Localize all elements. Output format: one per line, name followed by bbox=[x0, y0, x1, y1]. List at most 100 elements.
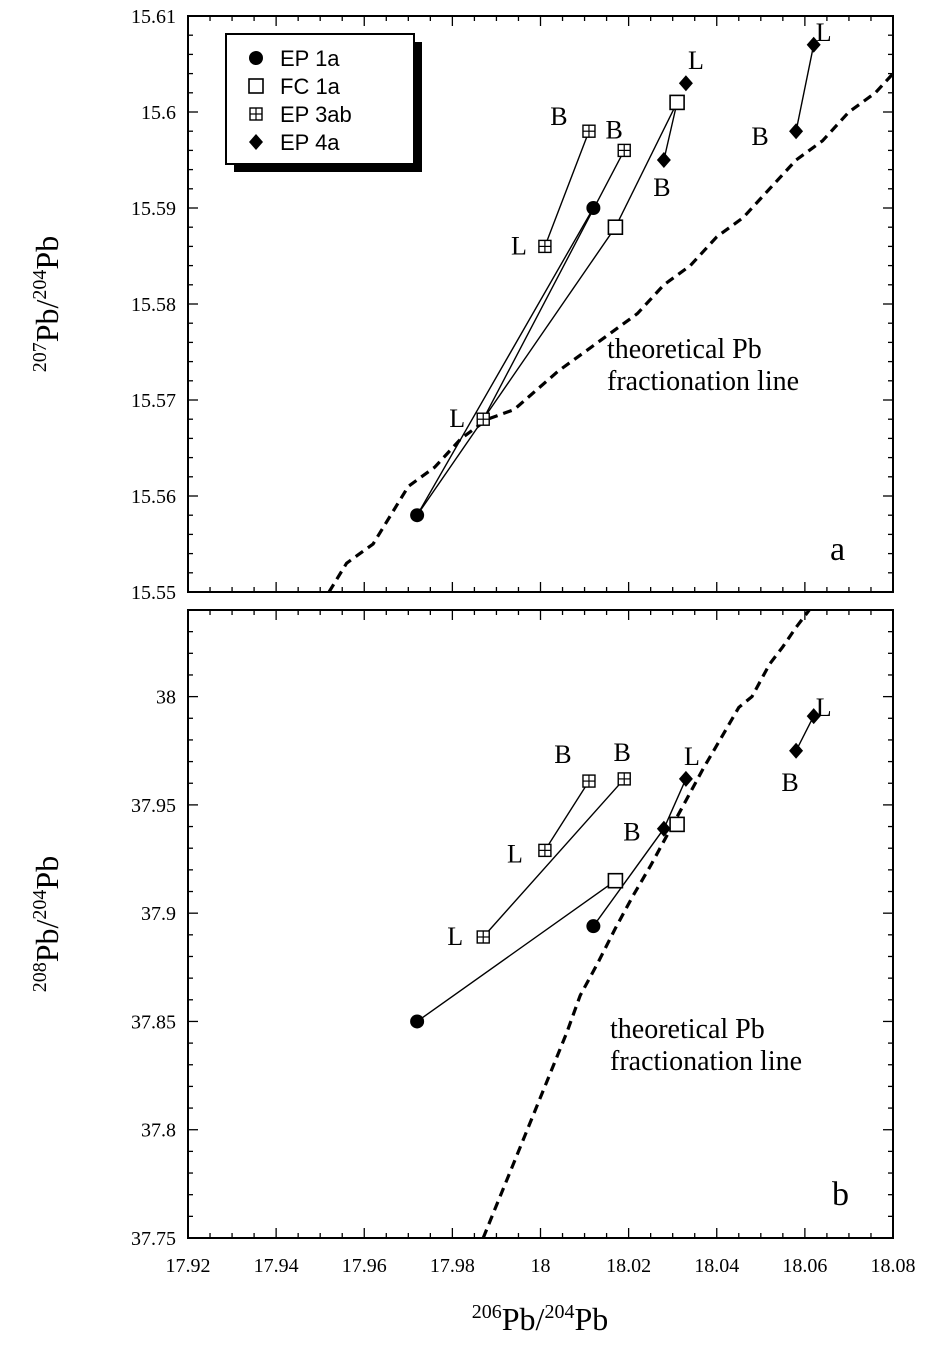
data-point-fc-1a bbox=[248, 78, 264, 94]
connector-line bbox=[663, 778, 687, 830]
y-tick-label: 37.9 bbox=[141, 903, 176, 925]
y-axis-title-part: Pb bbox=[29, 236, 65, 270]
point-label: L bbox=[449, 404, 465, 433]
annotation-text: theoretical Pb bbox=[607, 334, 762, 365]
y-axis-title-part: Pb bbox=[29, 856, 65, 890]
point-label: B bbox=[614, 738, 631, 767]
data-point-fc-1a bbox=[669, 94, 685, 111]
y-tick-label: 37.75 bbox=[131, 1228, 176, 1250]
point-label: B bbox=[554, 740, 571, 769]
data-point-ep-3ab bbox=[582, 774, 596, 788]
point-label: B bbox=[781, 768, 798, 797]
connector-line bbox=[544, 130, 590, 247]
x-tick-label: 18.04 bbox=[694, 1255, 739, 1277]
point-label: B bbox=[623, 818, 640, 847]
connector-line bbox=[416, 880, 616, 1023]
y-axis-title-part: 207 bbox=[29, 342, 51, 372]
y-axis-title-part: 204 bbox=[29, 890, 51, 920]
x-axis-title: 206Pb/204Pb bbox=[472, 1301, 608, 1337]
connector-line bbox=[416, 226, 616, 516]
y-tick-label: 37.95 bbox=[131, 795, 176, 817]
y-tick-label: 38 bbox=[156, 687, 176, 709]
x-tick-label: 17.92 bbox=[166, 1255, 211, 1277]
legend: EP 1a FC 1a EP 3ab EP 4a bbox=[225, 33, 422, 172]
data-point-ep-4a bbox=[678, 770, 693, 787]
data-point-ep-1a bbox=[410, 1014, 425, 1029]
data-point-ep-3ab bbox=[617, 143, 631, 158]
connector-line bbox=[795, 715, 815, 752]
legend-label: FC 1a bbox=[280, 74, 341, 99]
connector-line bbox=[614, 102, 678, 228]
legend-label: EP 1a bbox=[280, 46, 340, 71]
data-point-ep-3ab bbox=[249, 107, 263, 121]
y-axis-title-part: Pb/ bbox=[29, 919, 65, 962]
connector-line bbox=[482, 150, 625, 420]
data-point-ep-4a bbox=[806, 708, 821, 725]
y-tick-label: 37.85 bbox=[131, 1011, 176, 1033]
point-label: L bbox=[507, 839, 523, 868]
y-tick-label: 15.59 bbox=[131, 198, 176, 220]
data-point-ep-4a bbox=[806, 36, 821, 53]
x-tick-label: 17.94 bbox=[254, 1255, 299, 1277]
data-point-ep-4a bbox=[656, 152, 671, 168]
y-tick-label: 15.55 bbox=[131, 582, 176, 604]
x-tick-label: 18.02 bbox=[606, 1255, 651, 1277]
y-tick-label: 15.6 bbox=[141, 102, 176, 124]
point-label: L bbox=[816, 18, 832, 47]
data-point-ep-4a bbox=[678, 75, 693, 92]
y-tick-label: 15.57 bbox=[131, 390, 176, 412]
point-label: B bbox=[751, 122, 768, 151]
data-point-ep-3ab bbox=[538, 843, 552, 858]
annotation-text: fractionation line bbox=[607, 366, 799, 397]
data-point-fc-1a bbox=[607, 219, 624, 235]
y-axis-title-part: 208 bbox=[29, 962, 51, 992]
connector-line bbox=[416, 207, 594, 516]
connector-line bbox=[663, 102, 678, 161]
data-point-ep-1a bbox=[249, 51, 263, 65]
x-axis-title-part: 206 bbox=[472, 1301, 502, 1323]
data-point-ep-4a bbox=[656, 820, 671, 837]
x-tick-label: 17.98 bbox=[430, 1255, 475, 1277]
data-point-ep-1a bbox=[586, 201, 601, 215]
legend-label: EP 3ab bbox=[280, 102, 352, 127]
connector-line bbox=[544, 780, 590, 851]
data-point-fc-1a bbox=[607, 872, 624, 889]
annotation-text: theoretical Pb bbox=[610, 1014, 765, 1045]
panel-b: 37.75 37.8 37.85 37.9 37.95 38 L B L B L B L Btheoret… bbox=[131, 609, 916, 1277]
data-point-ep-3ab bbox=[538, 239, 552, 254]
point-label: B bbox=[653, 173, 670, 202]
plot-frame-b bbox=[187, 609, 894, 1239]
point-label: L bbox=[688, 46, 704, 75]
point-label: B bbox=[550, 102, 567, 131]
data-point-ep-3ab bbox=[582, 124, 596, 138]
data-point-ep-3ab bbox=[617, 772, 631, 786]
connector-line bbox=[592, 828, 665, 927]
annotation-text: fractionation line bbox=[610, 1046, 802, 1077]
data-point-ep-4a bbox=[249, 134, 263, 150]
point-label: L bbox=[816, 693, 832, 722]
data-point-ep-4a bbox=[789, 123, 804, 140]
x-axis-title-part: Pb/ bbox=[502, 1301, 545, 1337]
data-point-ep-3ab bbox=[476, 930, 490, 944]
x-tick-label: 17.96 bbox=[342, 1255, 387, 1277]
legend-label: EP 4a bbox=[280, 130, 340, 155]
data-point-fc-1a bbox=[669, 816, 685, 833]
point-label: L bbox=[684, 742, 700, 771]
y-tick-label: 15.61 bbox=[131, 6, 176, 28]
x-axis-title-part: 204 bbox=[544, 1301, 574, 1323]
panel-letter-b: b bbox=[832, 1176, 849, 1213]
x-axis-title-part: Pb bbox=[574, 1301, 608, 1337]
fractionation-line-b bbox=[481, 609, 811, 1239]
point-label: B bbox=[606, 115, 623, 144]
y-axis-title-part: Pb/ bbox=[29, 299, 65, 342]
panel-a: 15.55 15.56 15.57 15.58 15.59 15.6 15.61 L B L B L B… bbox=[131, 6, 895, 604]
y-axis-title-part: 204 bbox=[29, 270, 51, 300]
data-point-ep-3ab bbox=[476, 412, 490, 426]
connector-line bbox=[482, 778, 625, 938]
fractionation-line-a bbox=[327, 72, 895, 593]
connector-line bbox=[795, 44, 815, 132]
panel-letter-a: a bbox=[830, 531, 845, 568]
data-point-ep-1a bbox=[586, 919, 601, 934]
y-axis-title-b: 208Pb/204Pb bbox=[29, 856, 65, 992]
